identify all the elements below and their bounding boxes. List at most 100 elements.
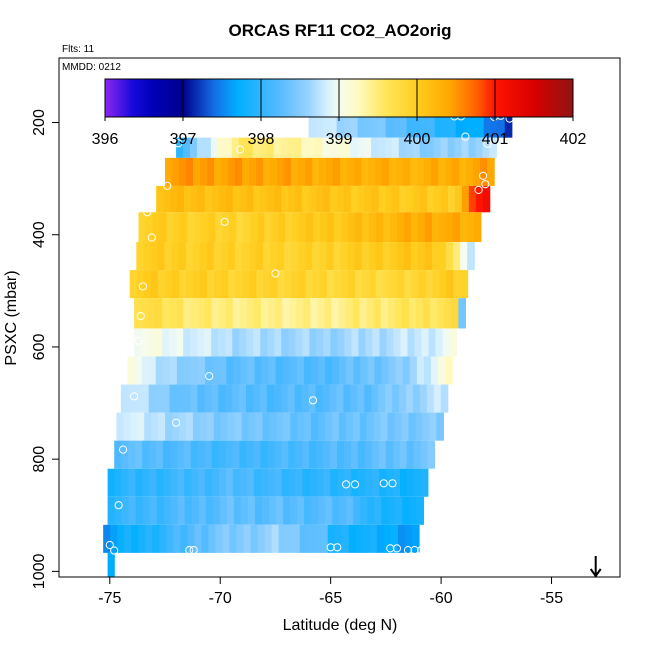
heatmap-cell [262,496,270,525]
heatmap-cell [165,412,173,441]
chart-title: ORCAS RF11 CO2_AO2orig [229,21,452,40]
heatmap-cell [357,137,365,158]
sample-marker [174,139,183,148]
heatmap-cell [420,185,428,213]
heatmap-cell [360,356,369,385]
heatmap-cell [236,212,244,243]
heatmap-cell [309,468,318,497]
heatmap-cell [246,384,254,413]
heatmap-cell [295,468,304,497]
colorbar-frame [104,78,574,118]
heatmap-cell [227,242,236,271]
heatmap-cell [145,524,153,553]
heatmap-cell [420,468,429,497]
heatmap-cell [187,212,196,243]
x-tick-label: -70 [209,590,232,607]
heatmap-cell [317,298,326,329]
heatmap-cell [426,384,435,413]
heatmap-cell [453,242,461,271]
heatmap-cell [269,496,277,525]
heatmap-cell [150,242,159,271]
heatmap-cell [322,109,331,138]
heatmap-cell [432,270,441,299]
heatmap-cell [337,468,345,497]
heatmap-cell [458,298,466,329]
heatmap-cell [305,242,313,271]
heatmap-cell [262,412,271,441]
heatmap-cell [330,468,338,497]
heatmap-cell [190,356,199,385]
x-axis-label: Latitude (deg N) [283,617,398,634]
heatmap-cell [245,137,254,158]
heatmap-cell [176,440,185,469]
heatmap-cell [177,185,185,213]
heatmap-cell [374,356,383,385]
heatmap-cell [378,185,387,213]
heatmap-cell [309,328,317,357]
heatmap-cell [454,185,463,213]
heatmap-cell [116,412,124,441]
heatmap-cell [252,137,261,158]
heatmap-cell [295,328,303,357]
heatmap-cell [211,298,220,329]
heatmap-cell [249,270,257,299]
heatmap-cell [451,298,459,329]
heatmap-cell [141,298,149,329]
heatmap-cell [436,412,444,441]
heatmap-cell [305,157,313,186]
heatmap-cell [316,440,324,469]
heatmap-cell [225,185,234,213]
heatmap-cell [194,212,202,243]
heatmap-cell [310,356,319,385]
heatmap-cell [434,185,442,213]
sample-marker [143,208,152,217]
heatmap-cell [449,328,458,357]
heatmap-cell [296,298,304,329]
heatmap-cell [204,384,212,413]
heatmap-cell [333,242,342,271]
heatmap-cell [303,356,312,385]
heatmap-cell [152,212,161,243]
heatmap-band [120,384,449,413]
heatmap-cell [410,212,419,243]
heatmap-cell [435,328,444,357]
heatmap-cell [473,212,482,243]
heatmap-cell [252,384,261,413]
heatmap-cell [402,496,410,525]
heatmap-cell [367,496,375,525]
heatmap-cell [204,440,213,469]
heatmap-cell [429,412,437,441]
heatmap-cell [357,440,366,469]
heatmap-cell [211,384,219,413]
colorbar-tick-label: 402 [560,131,587,148]
heatmap-cell [291,157,299,186]
heatmap-cell [228,157,236,186]
heatmap-cell [288,328,296,357]
heatmap-cell [187,524,196,553]
heatmap-cell [459,212,468,243]
heatmap-cell [281,185,289,213]
heatmap-cell [351,468,359,497]
heatmap-cell [395,496,403,525]
heatmap-cell [166,212,175,243]
heatmap-band [116,412,444,441]
heatmap-cell [371,384,379,413]
heatmap-cell [135,468,143,497]
heatmap-cell [285,524,294,553]
heatmap-cell [346,356,354,385]
heatmap-cell [425,270,433,299]
heatmap-cell [327,212,335,243]
heatmap-cell [343,440,352,469]
sample-marker [410,546,419,555]
heatmap-cell [439,270,448,299]
heatmap-cell [315,109,324,138]
sample-marker [386,544,395,553]
heatmap-cell [276,412,284,441]
heatmap-cell [157,270,166,299]
heatmap-cell [142,496,151,525]
heatmap-cell [318,496,326,525]
heatmap-cell [266,137,275,158]
heatmap-cell [184,496,193,525]
heatmap-cell [365,468,373,497]
heatmap-cell [316,468,325,497]
